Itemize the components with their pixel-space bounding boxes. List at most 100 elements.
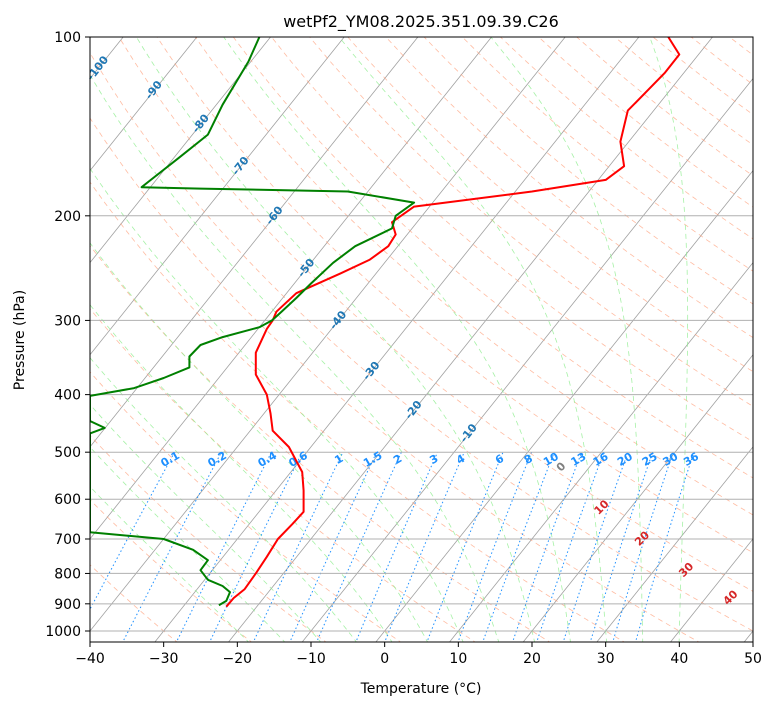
dry-adiabat-line bbox=[652, 37, 753, 116]
y-tick-label: 100 bbox=[54, 30, 81, 46]
isotherm-line bbox=[228, 37, 713, 642]
x-tick-label: −20 bbox=[223, 651, 253, 667]
mixing-ratio-line bbox=[457, 452, 533, 642]
dry-adiabat-label: 0 bbox=[554, 459, 569, 474]
moist-adiabat-line bbox=[136, 37, 535, 642]
isotherm-line bbox=[90, 37, 566, 632]
dry-adiabat-line bbox=[90, 434, 327, 642]
dry-adiabat-line bbox=[538, 37, 753, 208]
mixing-ratio-line bbox=[562, 452, 629, 642]
isotherm-label: -100 bbox=[84, 53, 111, 83]
dry-adiabat-label: 20 bbox=[632, 528, 652, 548]
mixing-ratio-label: 25 bbox=[640, 450, 660, 469]
moist-adiabat-line bbox=[649, 37, 689, 642]
mixing-ratio-label: 1 bbox=[332, 452, 345, 467]
profile-line-1 bbox=[90, 37, 416, 607]
mixing-ratio-line bbox=[355, 451, 439, 642]
y-tick-label: 600 bbox=[54, 492, 81, 508]
mixing-ratio-line bbox=[122, 451, 222, 642]
chart-title: wetPf2_YM08.2025.351.09.39.C26 bbox=[283, 12, 559, 32]
mixing-ratio-line bbox=[175, 451, 272, 642]
mixing-ratio-line bbox=[635, 452, 695, 642]
x-axis: −40 −30 −20 −10 0 10 20 30 40 50 bbox=[75, 642, 762, 667]
y-tick-label: 1000 bbox=[45, 624, 81, 640]
isotherm-line bbox=[90, 37, 198, 172]
x-tick-label: −10 bbox=[296, 651, 326, 667]
moist-adiabat-line bbox=[490, 37, 644, 642]
dry-adiabat-line bbox=[90, 371, 402, 642]
isotherm-labels: -100-90-80-70-60-50-40-30-20-10 bbox=[84, 53, 480, 445]
plot-frame bbox=[89, 36, 754, 643]
isotherm-line bbox=[90, 37, 492, 540]
dry-adiabat-line bbox=[385, 37, 753, 339]
dry-adiabat-line bbox=[500, 37, 753, 240]
isotherm-line bbox=[90, 37, 271, 264]
isotherm-label: -70 bbox=[229, 154, 252, 178]
profile-series bbox=[90, 37, 681, 608]
dry-adiabat-line bbox=[729, 37, 753, 56]
mixing-ratio-line bbox=[90, 451, 176, 611]
y-axis-label: Pressure (hPa) bbox=[12, 290, 28, 390]
x-tick-label: 10 bbox=[449, 651, 467, 667]
isotherm-line bbox=[596, 446, 753, 642]
isotherm-line bbox=[154, 37, 640, 642]
y-tick-label: 700 bbox=[54, 532, 81, 548]
dry-adiabat-line bbox=[90, 564, 178, 642]
isotherm-label: -90 bbox=[142, 78, 165, 102]
isotherm-label: -60 bbox=[263, 203, 286, 227]
dry-adiabat-line bbox=[576, 37, 753, 177]
isotherm-line bbox=[743, 630, 753, 642]
dry-adiabat-line bbox=[90, 52, 753, 632]
isotherm-label: -50 bbox=[295, 256, 318, 280]
x-tick-label: −30 bbox=[149, 651, 179, 667]
isotherm-line bbox=[449, 262, 753, 642]
profile-line-0 bbox=[225, 37, 681, 608]
moist-adiabat-line bbox=[90, 74, 500, 642]
dry-adiabat-line bbox=[768, 37, 775, 644]
x-tick-label: 0 bbox=[380, 651, 389, 667]
dry-adiabat-line bbox=[90, 244, 551, 642]
mixing-ratio-label: 4 bbox=[454, 452, 467, 467]
mixing-ratio-line bbox=[512, 452, 583, 642]
background-lines bbox=[90, 37, 775, 644]
y-tick-label: 800 bbox=[54, 566, 81, 582]
dry-adiabat-line bbox=[90, 117, 700, 642]
x-tick-label: 50 bbox=[744, 651, 762, 667]
mixing-ratio-line bbox=[589, 452, 654, 642]
isotherm-line bbox=[670, 538, 753, 642]
moist-adiabat-line bbox=[90, 242, 429, 642]
x-tick-label: 30 bbox=[597, 651, 615, 667]
isotherm-label: -30 bbox=[360, 359, 383, 383]
dry-adiabat-line bbox=[90, 308, 476, 642]
dry-adiabat-line bbox=[118, 37, 753, 592]
mixing-ratio-line bbox=[536, 452, 605, 642]
dry-adiabat-line bbox=[614, 37, 753, 146]
y-tick-label: 300 bbox=[54, 313, 81, 329]
y-tick-label: 500 bbox=[54, 445, 81, 461]
x-tick-label: 40 bbox=[670, 651, 688, 667]
mixing-ratio-line bbox=[426, 452, 504, 642]
mixing-ratio-label: 6 bbox=[493, 452, 506, 467]
y-axis: 100 200 300 400 500 600 700 800 900 1000 bbox=[45, 30, 90, 640]
mixing-ratio-line bbox=[252, 451, 344, 642]
moist-adiabat-line bbox=[223, 37, 571, 642]
isotherm-label: -40 bbox=[327, 308, 350, 332]
dry-adiabat-line bbox=[271, 37, 753, 443]
mixing-ratio-label: 3 bbox=[427, 452, 440, 467]
isotherm-line bbox=[90, 37, 345, 356]
mixing-ratio-line bbox=[482, 452, 555, 642]
dry-adiabat-line bbox=[156, 37, 753, 554]
dry-adiabat-line bbox=[194, 37, 753, 516]
isotherm-label: -20 bbox=[402, 398, 425, 422]
y-tick-label: 900 bbox=[54, 597, 81, 613]
mixing-ratio-line bbox=[316, 451, 402, 642]
isotherm-line bbox=[522, 354, 753, 642]
mixing-ratio-line bbox=[612, 452, 674, 642]
dry-adiabat-line bbox=[309, 37, 753, 407]
x-axis-label: Temperature (°C) bbox=[360, 681, 482, 697]
mixing-ratio-line bbox=[384, 452, 465, 642]
x-tick-label: 20 bbox=[523, 651, 541, 667]
mixing-ratio-label: 2 bbox=[391, 452, 404, 467]
dry-adiabat-label: 40 bbox=[721, 587, 741, 607]
